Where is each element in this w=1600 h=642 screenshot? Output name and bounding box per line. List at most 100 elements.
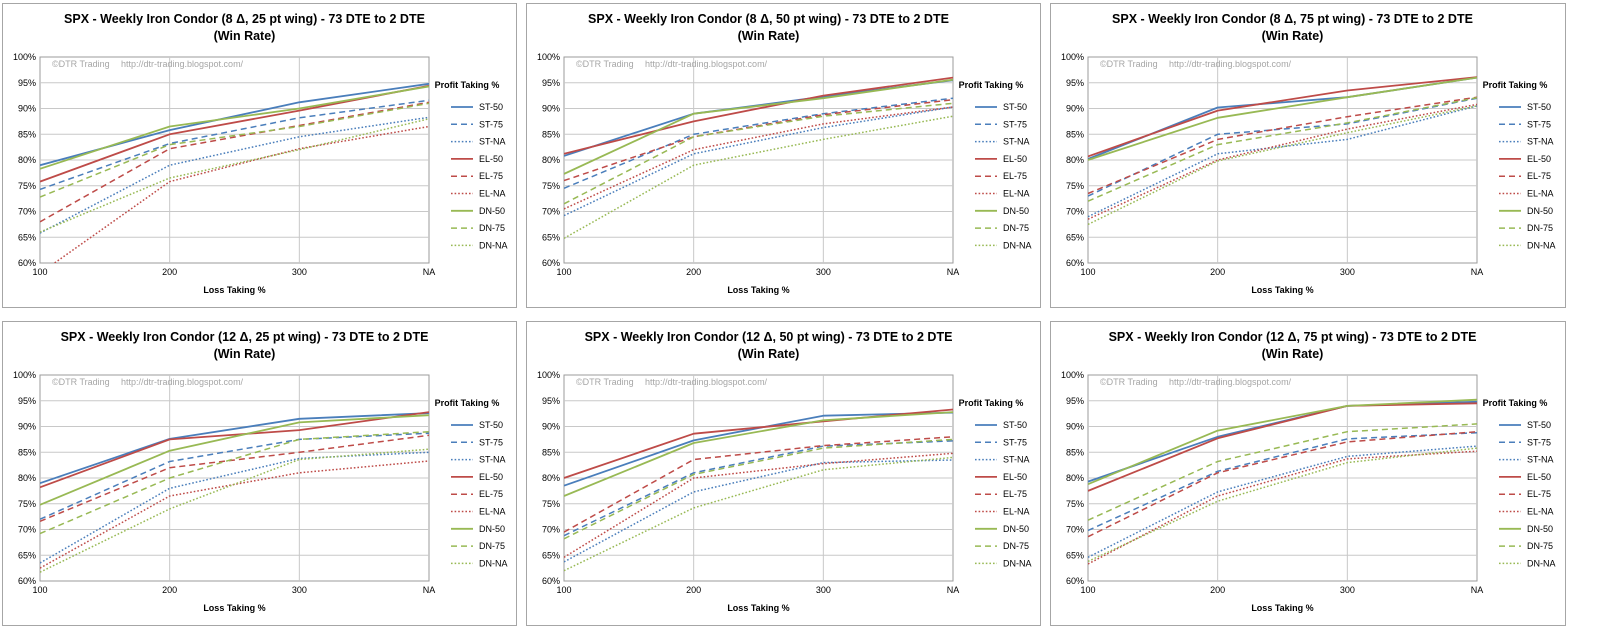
legend-label: DN-50 <box>479 206 505 216</box>
legend-label: DN-50 <box>1003 524 1029 534</box>
y-tick-label: 90% <box>18 422 36 432</box>
chart-panel-8d-50pt: SPX - Weekly Iron Condor (8 Δ, 50 pt win… <box>526 3 1041 308</box>
series-line-dn-na <box>1088 447 1477 563</box>
legend-label: ST-75 <box>1527 119 1551 129</box>
legend-title: Profit Taking % <box>435 398 500 408</box>
legend-label: DN-75 <box>479 541 505 551</box>
y-tick-label: 70% <box>542 525 560 535</box>
chart-title-line: SPX - Weekly Iron Condor (8 Δ, 25 pt win… <box>64 12 425 26</box>
legend-label: DN-NA <box>1527 240 1556 250</box>
y-tick-label: 75% <box>1066 181 1084 191</box>
y-tick-label: 60% <box>1066 258 1084 268</box>
series-line-dn-na <box>40 118 429 233</box>
legend-label: ST-50 <box>1003 420 1027 430</box>
legend-label: DN-75 <box>1527 223 1553 233</box>
legend-label: DN-50 <box>1527 206 1553 216</box>
series-group <box>40 82 429 263</box>
x-tick-label: 300 <box>292 585 307 595</box>
x-axis-title: Loss Taking % <box>1251 285 1313 295</box>
y-tick-label: 65% <box>1066 232 1084 242</box>
series-group <box>564 408 953 572</box>
legend-label: EL-75 <box>1003 489 1027 499</box>
chart-svg: SPX - Weekly Iron Condor (8 Δ, 50 pt win… <box>537 12 1032 295</box>
legend-title: Profit Taking % <box>959 398 1024 408</box>
y-tick-label: 65% <box>542 550 560 560</box>
legend-label: DN-75 <box>1003 223 1029 233</box>
legend-label: EL-NA <box>1527 507 1554 517</box>
series-line-st-na <box>40 451 429 564</box>
legend-label: ST-75 <box>479 119 503 129</box>
watermark-url: http://dtr-trading.blogspot.com/ <box>1169 59 1292 69</box>
legend-label: ST-NA <box>479 455 506 465</box>
x-tick-label: 300 <box>816 585 831 595</box>
y-tick-label: 90% <box>1066 422 1084 432</box>
series-line-st-na <box>1088 105 1477 218</box>
watermark-text: ©DTR Trading <box>1100 377 1158 387</box>
legend-label: ST-50 <box>1527 420 1551 430</box>
y-tick-label: 100% <box>1061 370 1084 380</box>
y-tick-label: 65% <box>1066 550 1084 560</box>
x-tick-label: 100 <box>32 585 47 595</box>
chart-title-line: (Win Rate) <box>1262 29 1324 43</box>
series-line-dn-75 <box>564 438 953 540</box>
y-tick-label: 100% <box>1061 52 1084 62</box>
y-tick-label: 80% <box>1066 155 1084 165</box>
x-tick-label: 200 <box>162 267 177 277</box>
series-line-st-na <box>564 459 953 563</box>
legend-label: EL-50 <box>1003 472 1027 482</box>
legend-label: EL-NA <box>1003 507 1030 517</box>
series-line-st-50 <box>40 412 429 485</box>
legend-title: Profit Taking % <box>435 80 500 90</box>
chart-svg: SPX - Weekly Iron Condor (8 Δ, 25 pt win… <box>13 12 508 295</box>
watermark-text: ©DTR Trading <box>1100 59 1158 69</box>
x-tick-label: 100 <box>32 267 47 277</box>
legend-label: EL-75 <box>1527 171 1551 181</box>
series-line-dn-na <box>564 115 953 239</box>
x-tick-label: 200 <box>686 267 701 277</box>
legend-label: ST-NA <box>1527 455 1554 465</box>
y-tick-label: 100% <box>537 52 560 62</box>
chart-title-line: SPX - Weekly Iron Condor (12 Δ, 75 pt wi… <box>1109 330 1477 344</box>
series-line-dn-50 <box>564 78 953 175</box>
chart-panel-12d-75pt: SPX - Weekly Iron Condor (12 Δ, 75 pt wi… <box>1050 321 1566 626</box>
y-tick-label: 80% <box>18 155 36 165</box>
chart-panel-12d-25pt: SPX - Weekly Iron Condor (12 Δ, 25 pt wi… <box>2 321 517 626</box>
legend-label: DN-50 <box>1527 524 1553 534</box>
legend-label: EL-50 <box>1527 472 1551 482</box>
y-tick-label: 75% <box>18 499 36 509</box>
series-line-st-75 <box>1088 431 1477 532</box>
series-line-dn-na <box>564 456 953 572</box>
series-line-st-na <box>40 116 429 234</box>
chart-panel-8d-25pt: SPX - Weekly Iron Condor (8 Δ, 25 pt win… <box>2 3 517 308</box>
x-tick-label: 100 <box>1080 267 1095 277</box>
y-tick-label: 90% <box>542 422 560 432</box>
x-axis-title: Loss Taking % <box>727 285 789 295</box>
watermark-url: http://dtr-trading.blogspot.com/ <box>645 377 768 387</box>
x-tick-label: 300 <box>1340 267 1355 277</box>
series-line-dn-50 <box>564 411 953 497</box>
y-tick-label: 65% <box>18 550 36 560</box>
legend-label: ST-75 <box>1527 437 1551 447</box>
series-line-el-50 <box>564 76 953 155</box>
series-line-dn-75 <box>1088 96 1477 202</box>
chart-svg: SPX - Weekly Iron Condor (12 Δ, 25 pt wi… <box>13 330 508 613</box>
series-line-st-na <box>1088 445 1477 558</box>
chart-title-line: SPX - Weekly Iron Condor (12 Δ, 50 pt wi… <box>585 330 953 344</box>
series-line-dn-75 <box>40 430 429 535</box>
legend-label: ST-75 <box>479 437 503 447</box>
chart-svg: SPX - Weekly Iron Condor (8 Δ, 75 pt win… <box>1061 12 1556 295</box>
chart-title-line: (Win Rate) <box>214 29 276 43</box>
legend-label: EL-75 <box>1527 489 1551 499</box>
series-line-el-75 <box>564 436 953 533</box>
series-line-el-75 <box>1088 430 1477 538</box>
legend-label: EL-50 <box>479 472 503 482</box>
y-tick-label: 60% <box>1066 576 1084 586</box>
series-line-el-75 <box>40 434 429 522</box>
x-tick-label: 200 <box>686 585 701 595</box>
chart-title-line: SPX - Weekly Iron Condor (8 Δ, 50 pt win… <box>588 12 949 26</box>
chart-panel-12d-50pt: SPX - Weekly Iron Condor (12 Δ, 50 pt wi… <box>526 321 1041 626</box>
legend-label: DN-50 <box>1003 206 1029 216</box>
y-tick-label: 85% <box>1066 129 1084 139</box>
x-tick-label: NA <box>1471 267 1484 277</box>
y-tick-label: 70% <box>1066 207 1084 217</box>
